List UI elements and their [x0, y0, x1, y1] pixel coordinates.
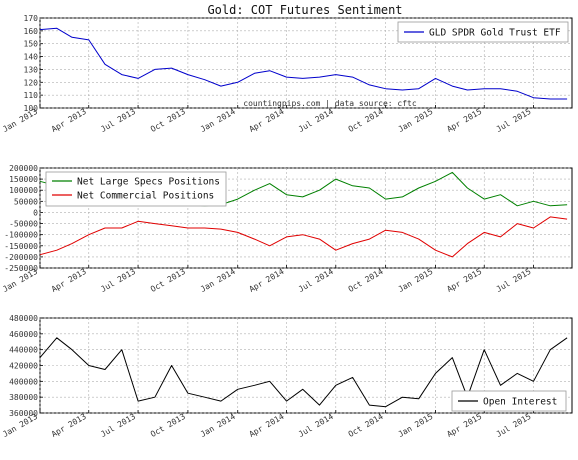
series-line-2 [39, 216, 568, 258]
x-tick-label: Apr 2015 [445, 107, 483, 134]
series-line-1 [39, 27, 568, 100]
x-tick-label: Jul 2014 [297, 107, 335, 134]
x-tick-label: Apr 2013 [50, 267, 88, 294]
y-tick-label: 380000 [9, 393, 38, 402]
legend-label: Open Interest [483, 397, 557, 408]
legend-label: Net Commercial Positions [77, 191, 214, 202]
y-tick-label: 130 [24, 65, 39, 74]
legend-box [45, 171, 227, 207]
panel-1: 100 110 120 130 140 150 160 170 Jan 2013 Apr 2013… [1, 14, 573, 134]
y-tick-label: 150 [24, 40, 39, 49]
x-tick-label: Oct 2013 [149, 107, 187, 134]
x-tick-label: Oct 2014 [347, 412, 385, 439]
x-tick-label: Apr 2013 [50, 412, 88, 439]
chart-title: Gold: COT Futures Sentiment [207, 3, 402, 17]
y-tick-label: -200000 [4, 253, 38, 262]
y-tick-label: 460000 [9, 330, 38, 339]
source-annotation: countingpips.com | data source: cftc [243, 99, 417, 108]
x-tick-label: Jul 2015 [495, 267, 533, 294]
y-tick-label: 100000 [9, 186, 38, 195]
x-tick-label: Jan 2014 [199, 107, 237, 134]
x-tick-label: Jul 2015 [495, 412, 533, 439]
x-tick-label: Jan 2015 [397, 412, 435, 439]
y-tick-label: 420000 [9, 362, 38, 371]
legend-box [397, 21, 569, 43]
x-tick-label: Jan 2015 [397, 107, 435, 134]
x-tick-label: Oct 2013 [149, 267, 187, 294]
y-tick-label: 140 [24, 53, 39, 62]
y-tick-label: 440000 [9, 346, 38, 355]
y-tick-label: 100 [24, 104, 39, 113]
x-tick-label: Jul 2014 [297, 267, 335, 294]
x-tick-label: Oct 2013 [149, 412, 187, 439]
y-tick-label: 170 [24, 14, 39, 23]
y-tick-label: 160 [24, 27, 39, 36]
y-tick-label: 480000 [9, 314, 38, 323]
x-tick-label: Jul 2013 [99, 107, 137, 134]
panel-3: 360000 380000 400000 420000 440000 460000 4800… [1, 314, 573, 439]
x-tick-label: Jan 2013 [1, 107, 39, 134]
x-tick-label: Jul 2015 [495, 107, 533, 134]
x-tick-label: Jul 2014 [297, 412, 335, 439]
y-tick-label: 150000 [9, 175, 38, 184]
y-tick-label: -100000 [4, 231, 38, 240]
x-tick-label: Apr 2013 [50, 107, 88, 134]
x-tick-label: Apr 2014 [248, 267, 286, 294]
x-tick-label: Jul 2013 [99, 267, 137, 294]
legend-label: Net Large Specs Positions [77, 177, 220, 188]
y-tick-label: -50000 [9, 220, 38, 229]
y-tick-label: 400000 [9, 377, 38, 386]
series-line-1 [39, 337, 568, 408]
x-tick-label: Apr 2015 [445, 412, 483, 439]
x-tick-label: Apr 2014 [248, 412, 286, 439]
y-tick-label: -250000 [4, 264, 38, 273]
x-tick-label: Jan 2014 [199, 412, 237, 439]
x-tick-label: Jan 2015 [397, 267, 435, 294]
x-tick-label: Apr 2014 [248, 107, 286, 134]
x-tick-label: Jul 2013 [99, 412, 137, 439]
y-tick-label: -150000 [4, 242, 38, 251]
y-tick-label: 200000 [9, 164, 38, 173]
x-tick-label: Oct 2014 [347, 267, 385, 294]
y-tick-label: 360000 [9, 409, 38, 418]
legend-box [451, 390, 567, 412]
legend-label: GLD SPDR Gold Trust ETF [429, 28, 561, 39]
x-tick-label: Jan 2014 [199, 267, 237, 294]
y-tick-label: 120 [24, 78, 39, 87]
panel-2: -250000 -200000 -150000 -100000 -50000 0 50000… [1, 164, 573, 294]
y-tick-label: 110 [24, 91, 39, 100]
x-tick-label: Oct 2014 [347, 107, 385, 134]
x-tick-label: Apr 2015 [445, 267, 483, 294]
y-tick-label: 0 [33, 208, 38, 217]
y-tick-label: 50000 [14, 197, 38, 206]
